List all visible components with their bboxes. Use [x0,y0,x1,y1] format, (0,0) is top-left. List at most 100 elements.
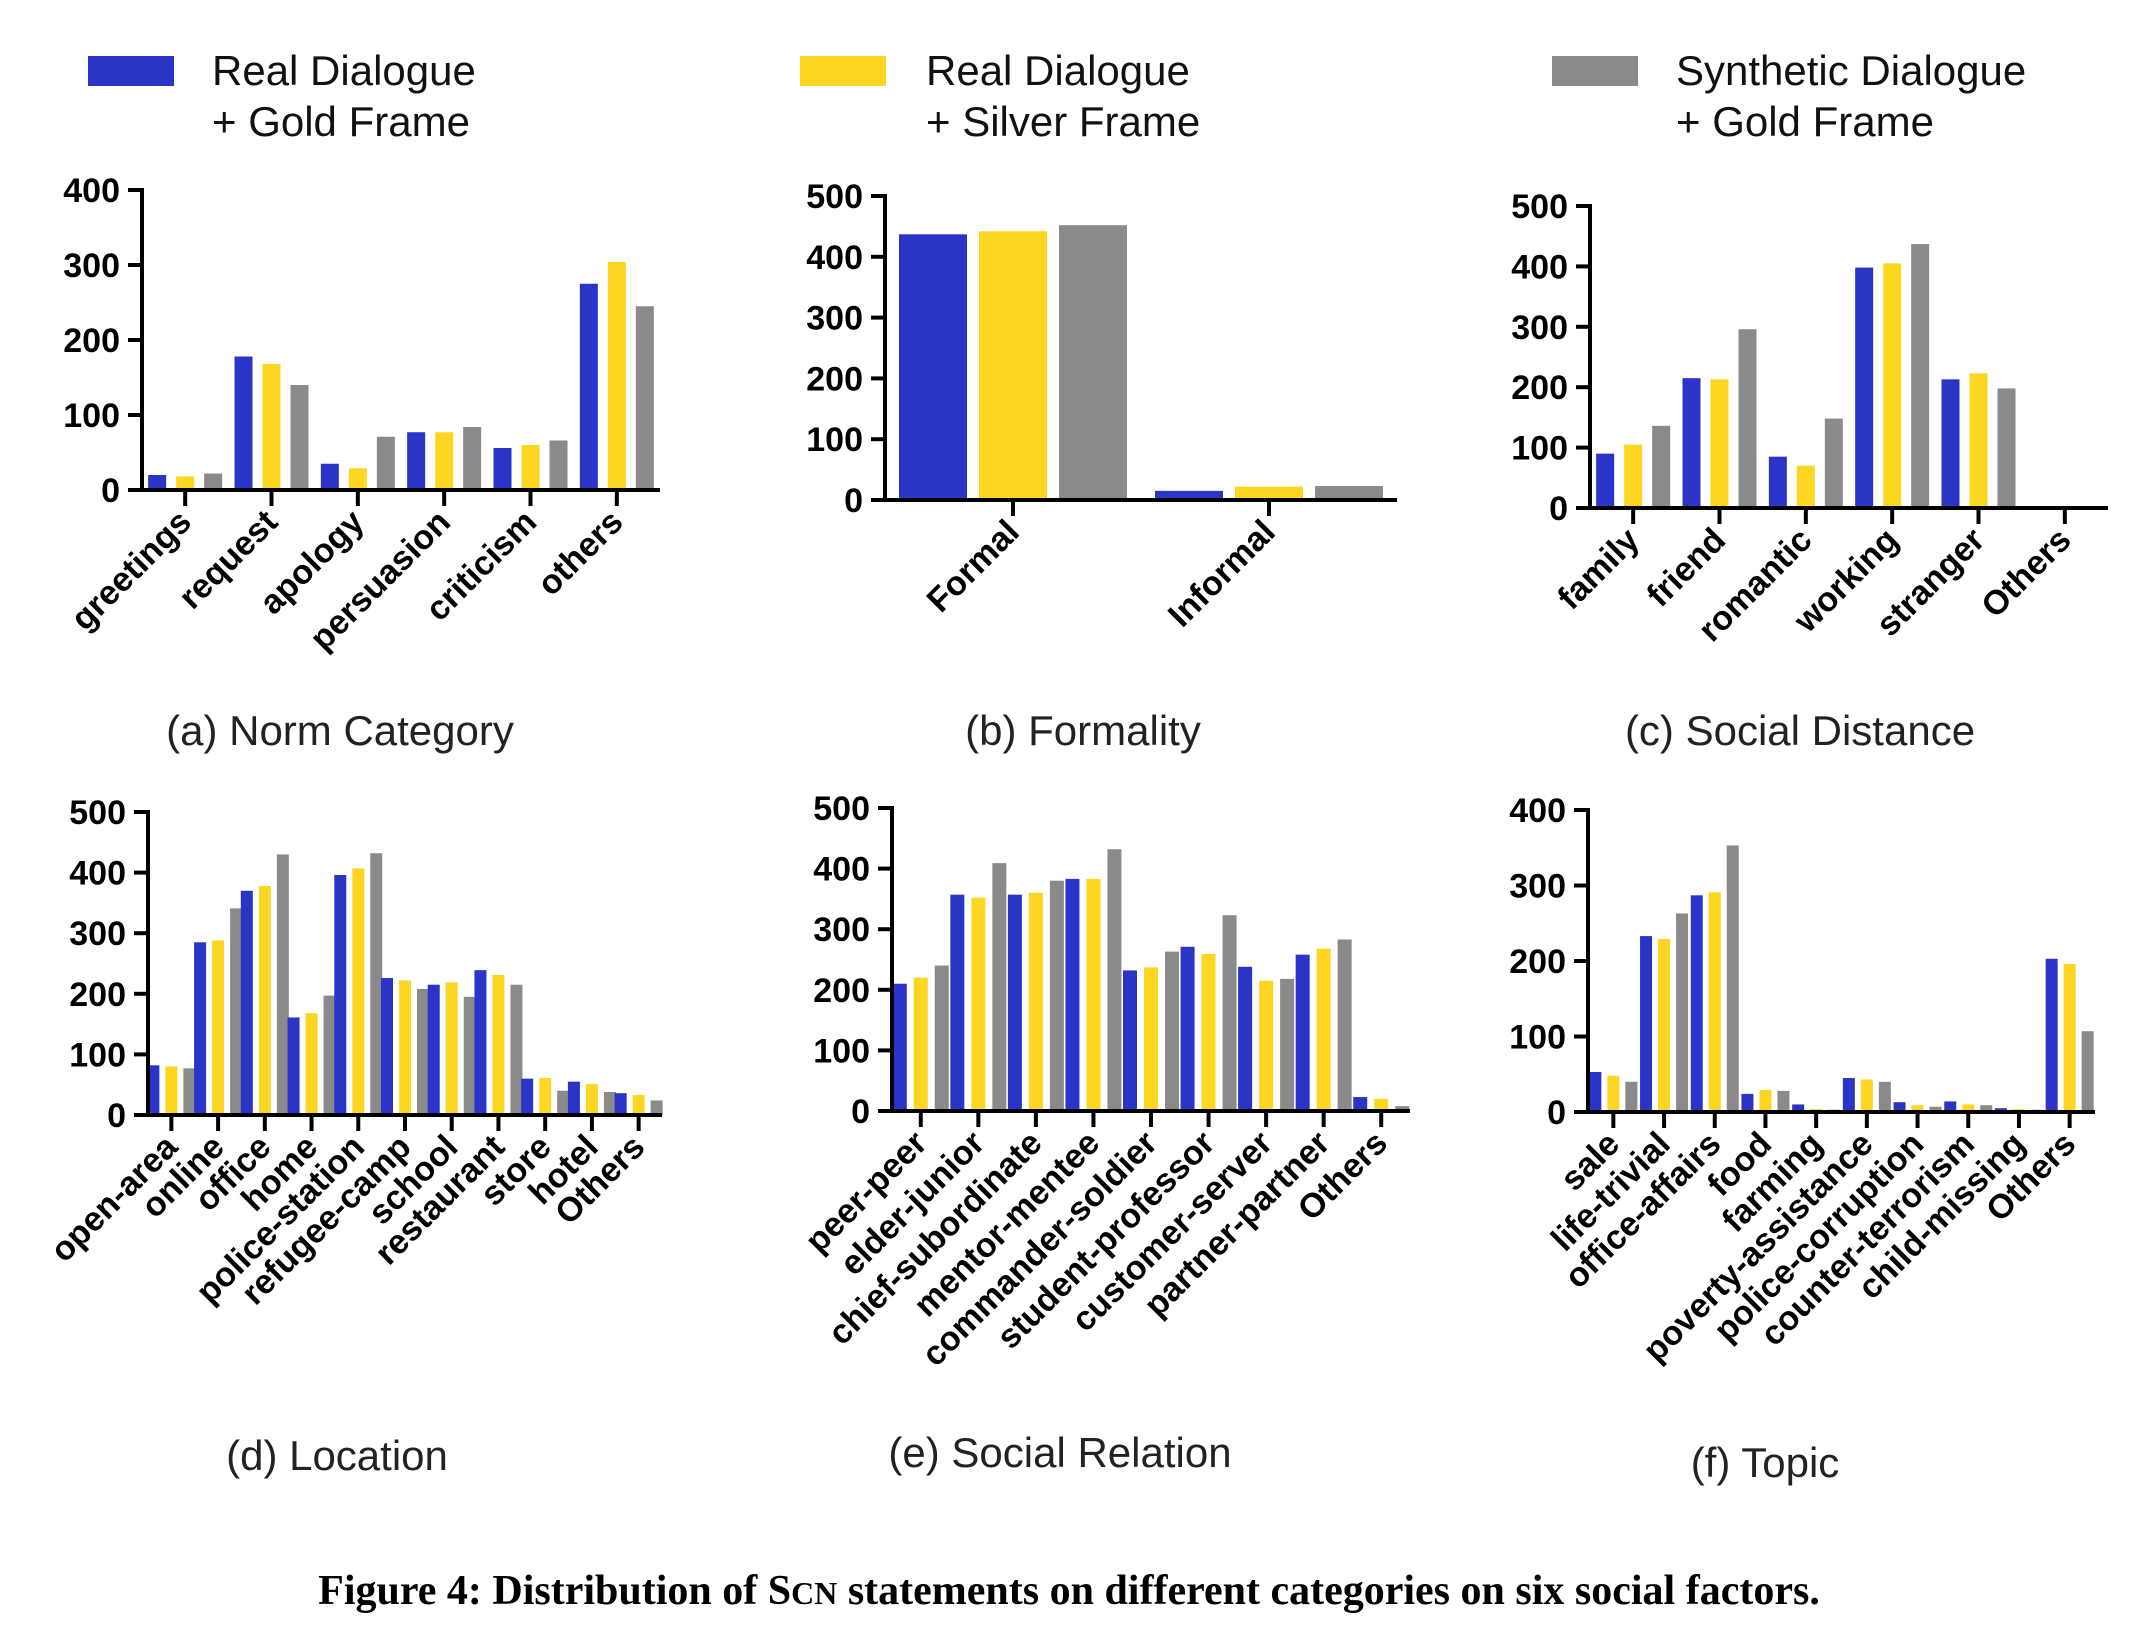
bar-chief-subordinate-real-silver [1028,892,1043,1111]
bar-hotel-real-silver [585,1084,598,1115]
bar-others-real-gold [614,1093,627,1115]
y-tick-label: 500 [69,794,126,832]
y-tick-label: 100 [1511,430,1568,468]
bar-formal-synthetic-gold [1059,225,1127,500]
bar-life-trivial-real-gold [1640,936,1653,1112]
bar-student-professor-real-silver [1201,954,1216,1111]
x-tick-label-informal: Informal [1161,513,1283,635]
bar-customer-server-real-silver [1259,980,1274,1111]
bar-chief-subordinate-real-gold [1007,894,1022,1111]
bar-stranger-synthetic-gold [1997,388,2016,508]
bar-police-corruption-real-silver [1911,1105,1924,1112]
y-tick-label: 400 [806,239,863,277]
legend-swatch-real-silver [800,56,886,86]
bar-persuasion-real-gold [407,432,426,490]
y-tick-label: 500 [1511,188,1568,226]
bar-home-real-silver [305,1013,318,1115]
y-tick-label: 200 [63,322,120,360]
bar-refugee-camp-synthetic-gold [417,988,429,1115]
y-tick-label: 100 [1509,1019,1566,1057]
bar-refugee-camp-real-gold [381,978,393,1115]
bar-romantic-synthetic-gold [1824,418,1843,508]
bar-stranger-real-silver [1969,373,1988,508]
bar-home-synthetic-gold [323,995,336,1115]
bar-apology-synthetic-gold [376,436,395,490]
bar-office-affairs-real-gold [1690,895,1703,1112]
bar-working-real-silver [1883,263,1902,508]
bar-food-real-silver [1759,1090,1772,1112]
chart-social-distance: 0100200300400500familyfriendromanticwork… [1511,188,2108,754]
bar-romantic-real-silver [1796,465,1815,508]
chart-formality: 0 100 200 300 400 500 Formal Informal (b) Formal… [806,178,1397,754]
legend-label-real-silver-line2: + Silver Frame [926,98,1200,145]
bar-counter-terrorism-synthetic-gold [1980,1105,1993,1112]
bar-peer-peer-real-gold [892,983,907,1111]
bar-elder-junior-real-silver [971,897,986,1111]
bar-student-professor-real-gold [1180,946,1195,1111]
bar-criticism-real-silver [521,445,540,490]
bar-others-synthetic-gold [635,306,654,490]
bar-mentor-mentee-real-gold [1065,878,1080,1111]
x-tick-label-formal: Formal [920,513,1027,620]
bar-sale-real-silver [1607,1075,1620,1112]
bar-formal-real-silver [979,231,1047,500]
bar-customer-server-real-gold [1238,966,1253,1111]
y-tick-label: 400 [69,855,126,893]
bar-open-area-real-silver [165,1066,178,1115]
y-tick-label: 0 [844,482,863,520]
bar-chief-subordinate-synthetic-gold [1049,880,1064,1111]
bar-mentor-mentee-synthetic-gold [1107,849,1122,1111]
subcaption: (c) Social Distance [1625,707,1975,754]
bar-office-affairs-synthetic-gold [1726,845,1739,1112]
y-tick-label: 200 [813,972,870,1010]
bar-partner-partner-real-silver [1316,948,1331,1111]
y-tick-label: 200 [1509,943,1566,981]
bar-family-synthetic-gold [1652,425,1671,508]
bar-store-synthetic-gold [557,1090,570,1115]
bar-others-real-gold [2045,958,2058,1112]
bar-friend-synthetic-gold [1738,329,1757,508]
bar-office-real-gold [240,890,253,1115]
bar-friend-real-gold [1682,378,1701,508]
bar-farming-real-gold [1792,1104,1805,1112]
bar-customer-server-synthetic-gold [1280,978,1295,1111]
bar-commander-soldier-synthetic-gold [1165,951,1179,1111]
bar-store-real-silver [539,1078,552,1115]
legend-label-synthetic-gold-line1: Synthetic Dialogue [1676,47,2026,94]
bar-greetings-real-gold [148,475,167,490]
legend-label-real-silver-line1: Real Dialogue [926,47,1190,94]
y-tick-label: 100 [806,421,863,459]
bar-working-synthetic-gold [1911,244,1930,508]
y-tick-label: 500 [813,790,870,828]
y-tick-label: 0 [1549,490,1568,528]
bar-request-real-gold [234,356,253,490]
chart-topic: 0100200300400salelife-trivialoffice-affa… [1509,792,2095,1486]
bar-food-real-gold [1741,1093,1754,1112]
bar-hotel-synthetic-gold [603,1091,616,1115]
bar-elder-junior-synthetic-gold [992,863,1007,1111]
y-tick-label: 200 [806,360,863,398]
bar-partner-partner-synthetic-gold [1337,939,1352,1111]
bar-persuasion-synthetic-gold [463,427,482,490]
bar-life-trivial-real-silver [1658,939,1671,1112]
y-tick-label: 100 [813,1032,870,1070]
bar-informal-real-silver [1235,486,1303,500]
bar-office-real-silver [258,885,271,1115]
bar-open-area-synthetic-gold [183,1068,196,1115]
bar-office-synthetic-gold [276,854,289,1115]
bar-family-real-gold [1596,453,1615,508]
bar-poverty-assistance-real-silver [1860,1079,1873,1112]
bar-criticism-real-gold [493,448,512,490]
legend-swatch-synthetic-gold [1552,56,1638,86]
y-tick-label: 500 [806,178,863,216]
y-tick-label: 200 [1511,369,1568,407]
bar-online-real-gold [194,942,207,1115]
chart-social-relation: 0100200300400500peer-peerelder-juniorchi… [798,790,1410,1476]
y-tick-label: 300 [1509,868,1566,906]
bar-sale-real-gold [1589,1071,1602,1112]
bar-commander-soldier-real-silver [1144,967,1158,1111]
bar-peer-peer-synthetic-gold [934,965,949,1111]
legend-label-synthetic-gold-line2: + Gold Frame [1676,98,1934,145]
chart-location: 0100200300400500open-areaonlineofficehom… [43,794,663,1479]
bar-peer-peer-real-silver [913,977,928,1111]
